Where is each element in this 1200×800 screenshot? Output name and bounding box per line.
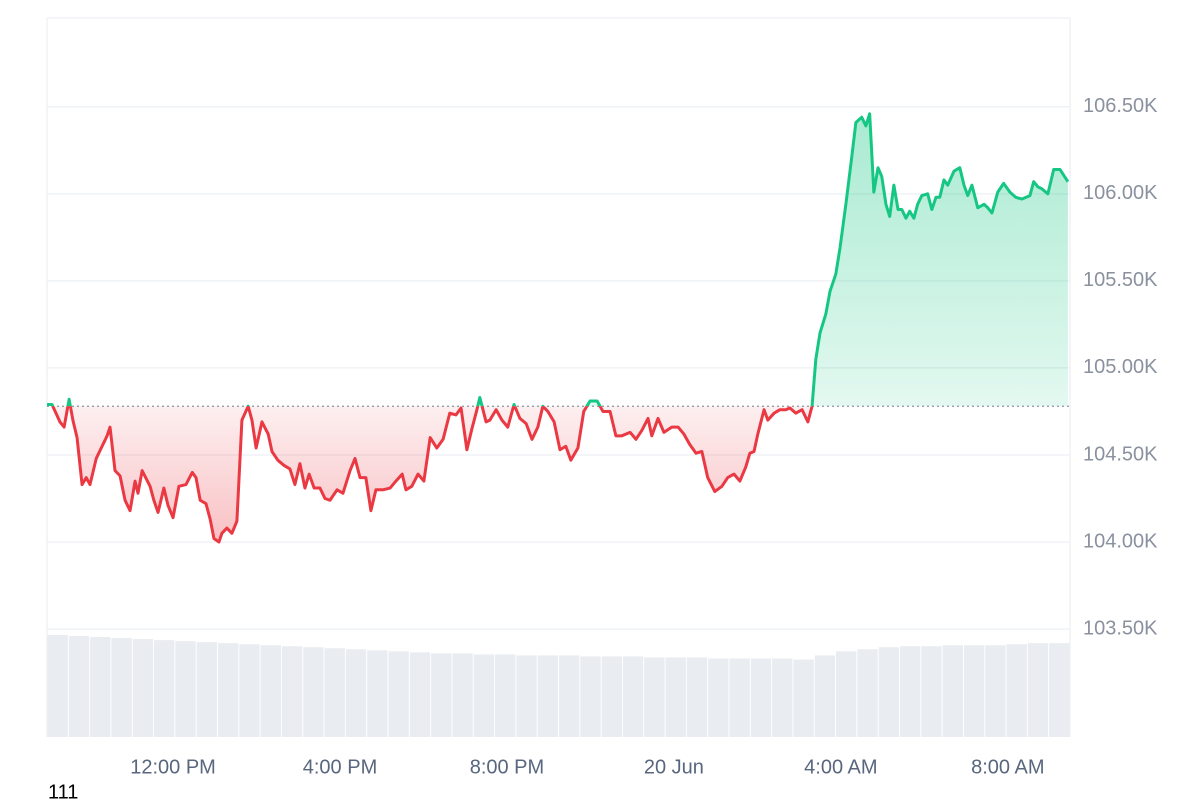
volume-bar [1049,643,1070,737]
price-line [47,112,1070,544]
volume-bar [111,638,132,737]
y-tick-label: 104.00K [1083,530,1158,552]
volume-bar [836,651,857,737]
volume-bar [516,655,537,737]
volume-bar [409,652,431,737]
volume-bar [473,654,495,737]
volume-bar [537,655,558,737]
volume-bar [580,656,601,737]
volume-bar [665,657,686,737]
x-tick-label: 4:00 PM [303,756,377,778]
volume-bar [814,655,836,737]
volume-bar [750,658,772,737]
volume-bar [324,648,345,737]
x-tick-label: 20 Jun [644,756,704,778]
plot-frame [46,17,1071,737]
volume-bar [452,653,473,737]
volume-bar [47,635,68,737]
volume-bar [90,637,111,737]
volume-bar [857,649,878,737]
volume-bar [345,649,367,737]
volume-bar [942,645,963,737]
volume-bar [644,657,665,737]
y-tick-label: 103.50K [1083,617,1158,639]
volume-bar [708,658,729,737]
volume-bar [367,650,388,737]
volume-bar [196,642,217,737]
volume-bar [963,645,985,737]
volume-bar [68,636,90,737]
volume-bar [495,654,516,737]
volume-bar [686,657,708,737]
area-down [52,406,813,543]
volume-bar [154,640,175,737]
x-tick-label: 12:00 PM [130,756,216,778]
axis-labels: 103.50K 104.00K 104.50K 105.00K 105.50K 106.0… [130,95,1158,778]
y-tick-label: 104.50K [1083,443,1158,465]
volume-bar [239,644,260,737]
volume-bars [47,635,1070,737]
y-tick-label: 106.50K [1083,95,1158,117]
volume-bar [985,645,1006,737]
volume-bar [1006,644,1027,737]
volume-bar [281,646,303,737]
volume-bar [793,659,814,737]
volume-bar [388,651,409,737]
x-tick-label: 8:00 PM [470,756,544,778]
volume-bar [559,655,580,737]
volume-bar [729,658,750,737]
volume-bar [921,646,942,737]
volume-bar [431,653,452,737]
y-tick-label: 105.50K [1083,269,1158,291]
volume-bar [878,647,899,737]
price-line-down [51,406,814,544]
volume-bar [601,656,622,737]
volume-bar [303,647,324,737]
x-tick-label: 4:00 AM [804,756,877,778]
volume-bar [622,656,644,737]
volume-bar [132,639,154,737]
price-line-up [47,112,1070,407]
y-tick-label: 105.00K [1083,356,1158,378]
volume-bar [218,643,239,737]
y-tick-label: 106.00K [1083,182,1158,204]
volume-bar [175,641,196,737]
price-area [47,113,1068,543]
volume-bar [900,646,921,737]
x-tick-label: 8:00 AM [971,756,1044,778]
volume-bar [1027,643,1049,737]
volume-bar [260,645,281,737]
volume-bar [772,658,793,737]
area-up [47,113,1068,407]
note: 111 [48,781,78,800]
